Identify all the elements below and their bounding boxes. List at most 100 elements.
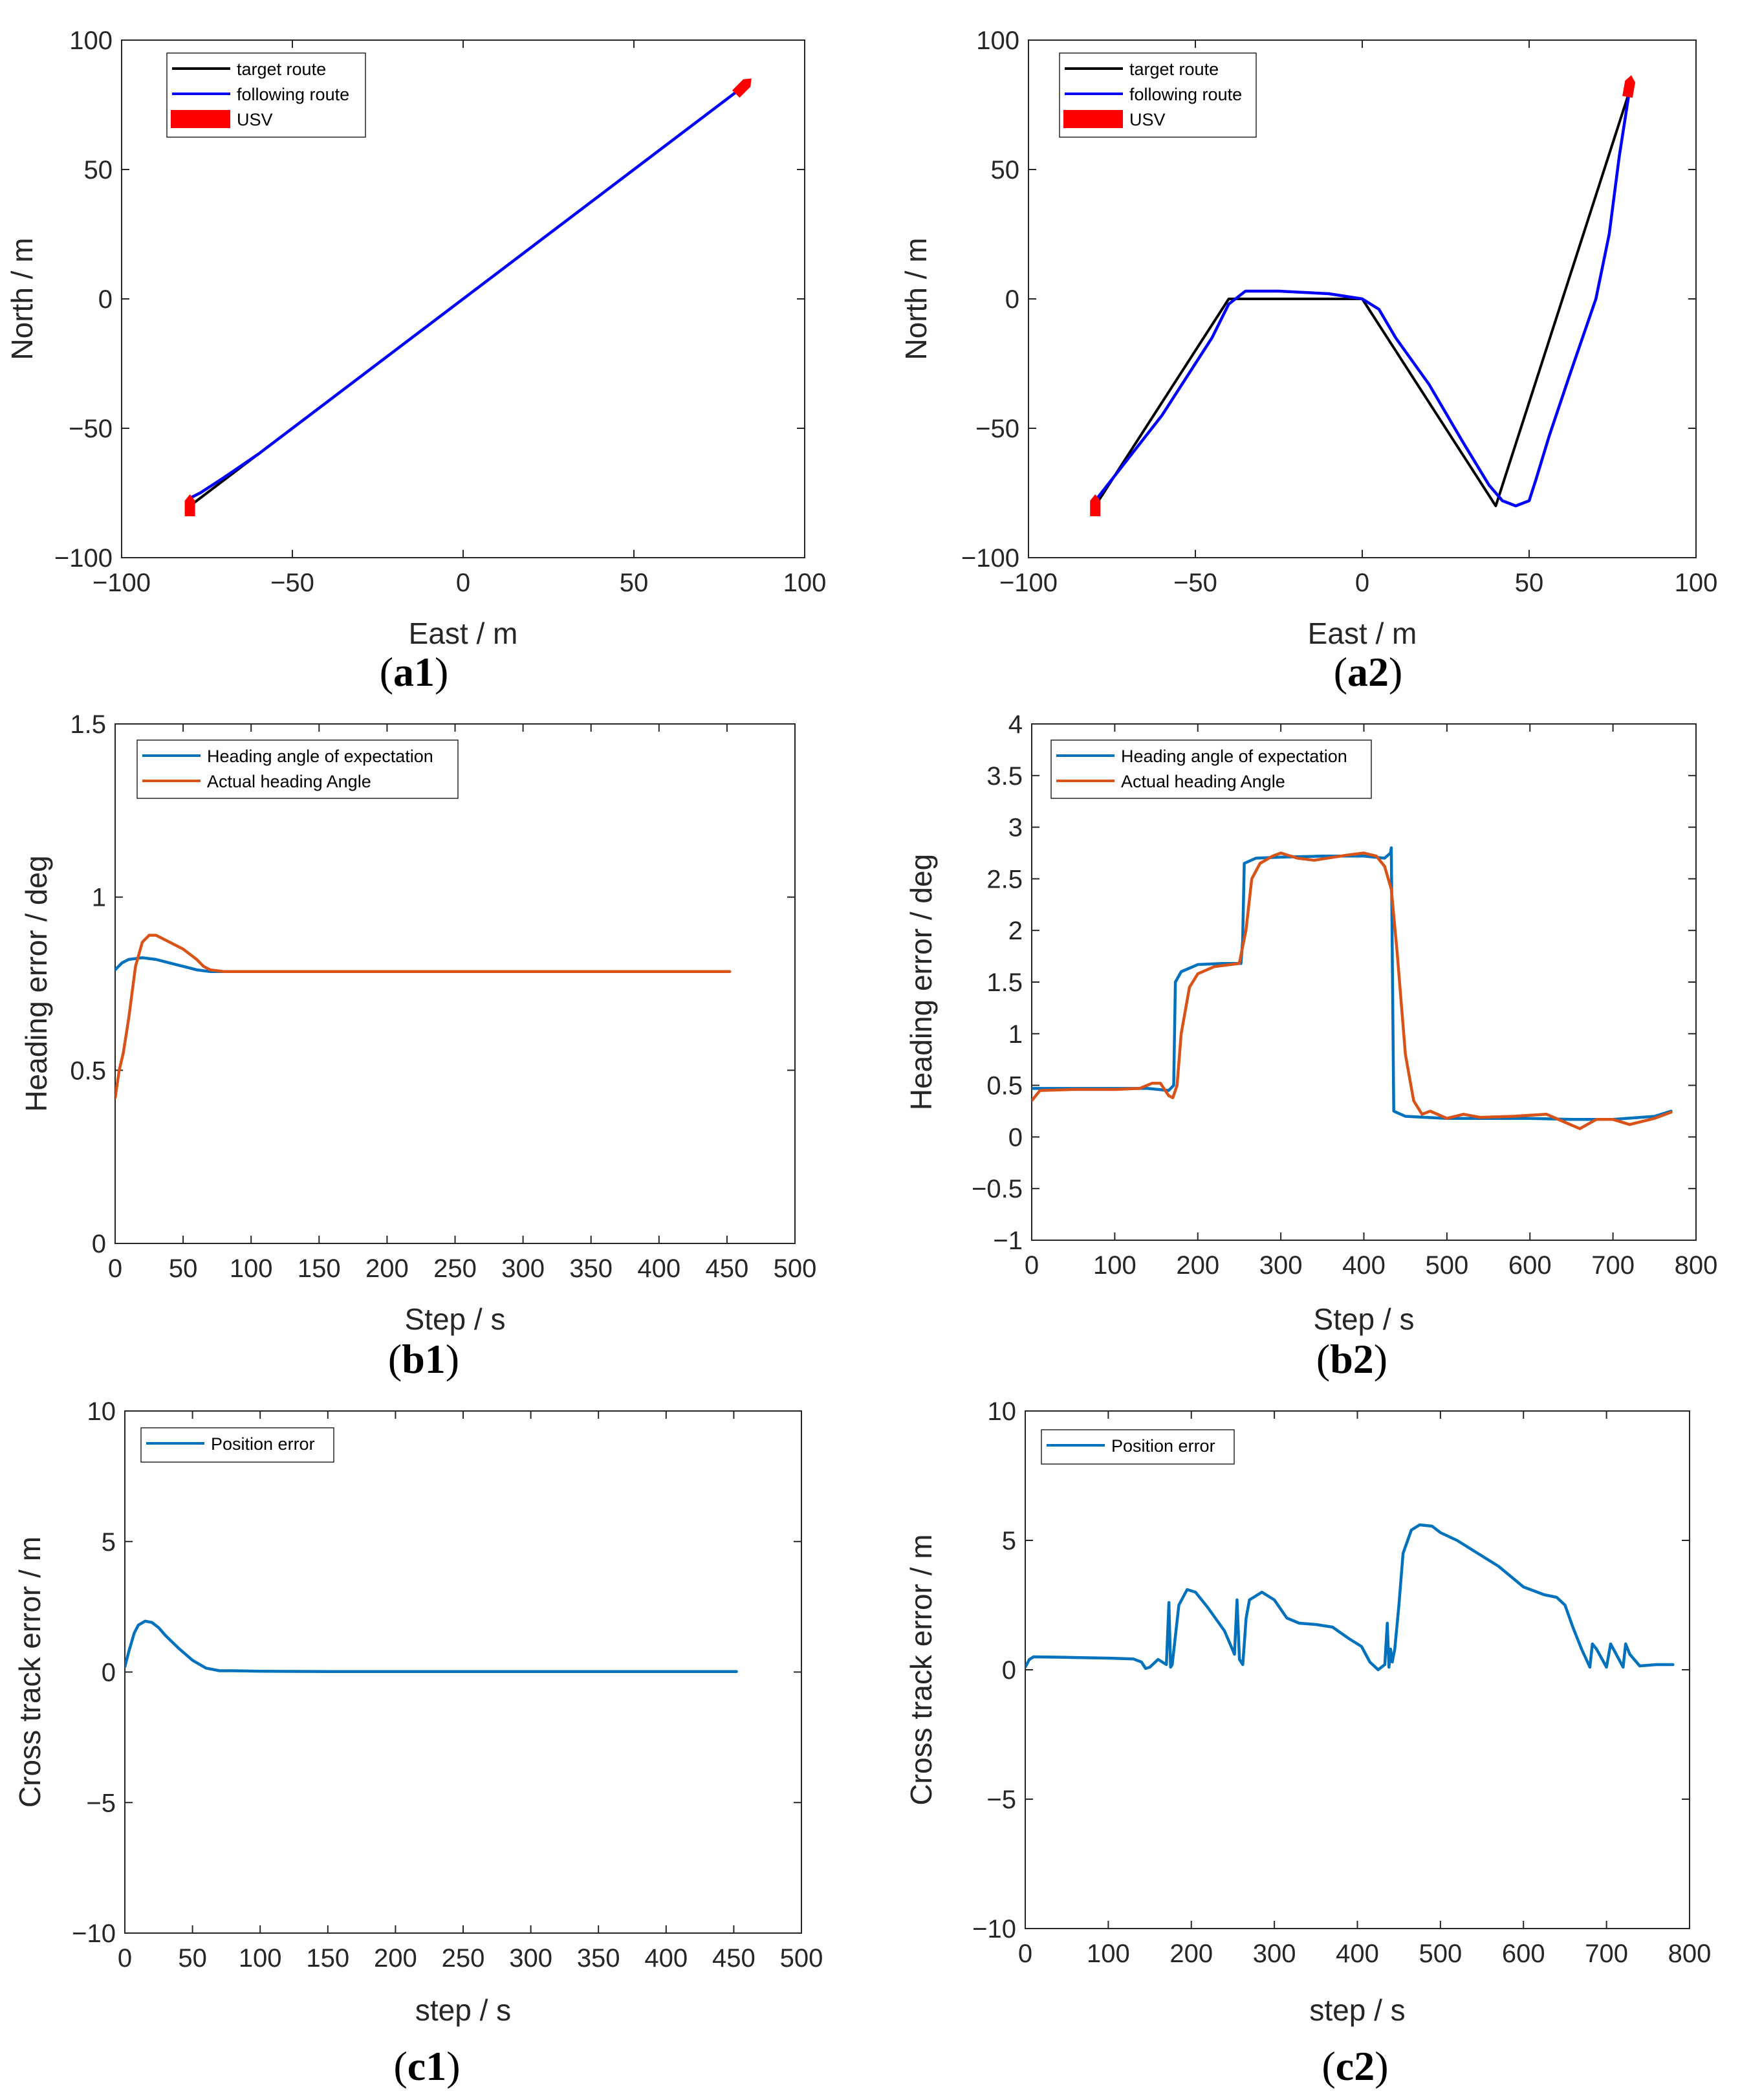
y-tick-label: 1.5 [70, 710, 106, 739]
legend-c1: Position error [140, 1427, 334, 1463]
y-tick-label: 100 [976, 27, 1019, 55]
x-tick-label: 150 [298, 1254, 341, 1283]
x-tick-label: 700 [1585, 1940, 1628, 1968]
y-tick-label: 100 [69, 27, 113, 55]
y-tick-label: 50 [991, 156, 1020, 184]
y-tick-label: 5 [1002, 1527, 1016, 1555]
usv-marker [1622, 75, 1636, 98]
y-tick-label: 3 [1008, 814, 1023, 842]
legend-label: target route [1129, 60, 1219, 79]
panel-caption-label: b2 [1330, 1336, 1374, 1382]
y-tick-label: 3.5 [986, 762, 1023, 791]
legend-box [1041, 1429, 1235, 1465]
y-tick-label: −100 [54, 544, 113, 573]
y-tick-label: 5 [102, 1528, 116, 1557]
series-line-position-error [125, 1619, 738, 1673]
y-tick-label: 0 [1008, 1123, 1023, 1152]
legend-label: Actual heading Angle [207, 772, 371, 791]
x-tick-label: 500 [780, 1944, 823, 1973]
panel-caption-c1: (c1) [393, 2043, 460, 2089]
x-tick-label: 350 [569, 1254, 613, 1283]
y-tick-label: −5 [986, 1786, 1016, 1814]
y-tick-label: −100 [961, 544, 1019, 573]
y-axis-label: Heading error / deg [904, 854, 938, 1110]
x-tick-label: 0 [108, 1254, 122, 1283]
x-tick-label: 400 [644, 1944, 688, 1973]
x-tick-label: 250 [442, 1944, 485, 1973]
legend-a1: target route following route USV [166, 52, 366, 138]
legend-a2: target route following route USV [1059, 52, 1257, 138]
x-tick-label: 100 [1087, 1940, 1130, 1968]
legend-b1: Heading angle of expectation Actual headi… [136, 739, 459, 799]
y-tick-label: −50 [975, 415, 1019, 443]
chart-c1: 0 50 100 150 200 250 300 350 400 450 500 −10 −5 0 5 10 s… [13, 1397, 823, 2089]
panel-caption-a2: (a2) [1334, 649, 1403, 695]
legend-swatch-usv [171, 110, 230, 128]
x-tick-label: 600 [1502, 1940, 1545, 1968]
x-tick-label: 50 [1515, 569, 1544, 597]
legend-b2: Heading angle of expectation Actual headi… [1050, 739, 1372, 799]
y-axis-label: Cross track error / m [904, 1534, 938, 1805]
legend-box [140, 1427, 334, 1463]
y-tick-label: 0 [92, 1230, 106, 1258]
x-tick-label: −100 [999, 569, 1058, 597]
legend-swatch-usv [1063, 110, 1123, 128]
chart-b2: 0 100 200 300 400 500 600 700 800 −1 −0.5 0 0.5 1 1.5 2… [904, 710, 1717, 1382]
x-tick-label: 500 [1419, 1940, 1463, 1968]
panel-caption-b2: (b2) [1316, 1336, 1387, 1382]
panel-caption-a1: (a1) [380, 649, 449, 695]
x-tick-label: 50 [178, 1944, 207, 1973]
x-tick-label: 300 [1259, 1251, 1303, 1280]
x-tick-label: 200 [1169, 1940, 1213, 1968]
x-tick-label: 0 [1018, 1940, 1032, 1968]
legend-label: Position error [211, 1434, 315, 1454]
y-tick-label: −10 [972, 1915, 1016, 1943]
x-tick-label: 50 [620, 569, 649, 597]
y-tick-label: 4 [1008, 710, 1023, 739]
series-group-b1 [115, 934, 732, 1100]
plot-area-c2 [1025, 1410, 1690, 1929]
legend-label: Position error [1111, 1436, 1215, 1456]
series-group-b2 [1032, 846, 1673, 1130]
x-tick-label: 50 [169, 1254, 198, 1283]
x-tick-label: 800 [1668, 1940, 1712, 1968]
x-tick-label: 500 [774, 1254, 817, 1283]
x-tick-label: 400 [637, 1254, 680, 1283]
x-tick-label: 450 [706, 1254, 749, 1283]
y-tick-label: −10 [72, 1920, 116, 1948]
x-tick-label: 800 [1675, 1251, 1718, 1280]
usv-marker [1090, 494, 1101, 516]
legend-box [136, 739, 459, 799]
legend-label: USV [1129, 110, 1166, 129]
panel-caption-label: c2 [1336, 2043, 1375, 2089]
x-tick-label: −50 [1173, 569, 1217, 597]
y-axis-label: Heading error / deg [19, 855, 53, 1111]
panel-caption-label: a1 [393, 649, 435, 695]
y-tick-label: 1 [1008, 1020, 1023, 1049]
series-line-position-error [1025, 1523, 1675, 1672]
panel-caption-label: a2 [1347, 649, 1389, 695]
y-tick-label: −0.5 [972, 1175, 1023, 1203]
series-line-following-route [1093, 90, 1631, 508]
y-tick-label: −50 [69, 415, 113, 443]
series-group-a1 [188, 90, 738, 507]
y-tick-label: 10 [988, 1397, 1017, 1426]
x-tick-label: 300 [509, 1944, 552, 1973]
x-axis-label: step / s [415, 1993, 511, 2027]
x-tick-label: 0 [1355, 569, 1369, 597]
legend-label: Heading angle of expectation [1121, 747, 1347, 766]
x-tick-label: 0 [118, 1944, 132, 1973]
x-tick-label: 600 [1508, 1251, 1552, 1280]
x-tick-label: 300 [501, 1254, 545, 1283]
y-tick-label: 2.5 [986, 865, 1023, 893]
y-tick-label: 0.5 [986, 1072, 1023, 1100]
y-tick-label: 1 [92, 884, 106, 912]
y-tick-label: 0 [102, 1659, 116, 1687]
y-tick-label: 2 [1008, 917, 1023, 945]
x-axis-label: step / s [1309, 1993, 1405, 2027]
chart-c2: 0 100 200 300 400 500 600 700 800 −10 −5 0 5 10 step /… [904, 1397, 1711, 2089]
y-axis-label: North / m [5, 237, 39, 360]
usv-marker [184, 494, 195, 516]
series-group-c2 [1025, 1523, 1675, 1672]
x-tick-label: 0 [456, 569, 470, 597]
